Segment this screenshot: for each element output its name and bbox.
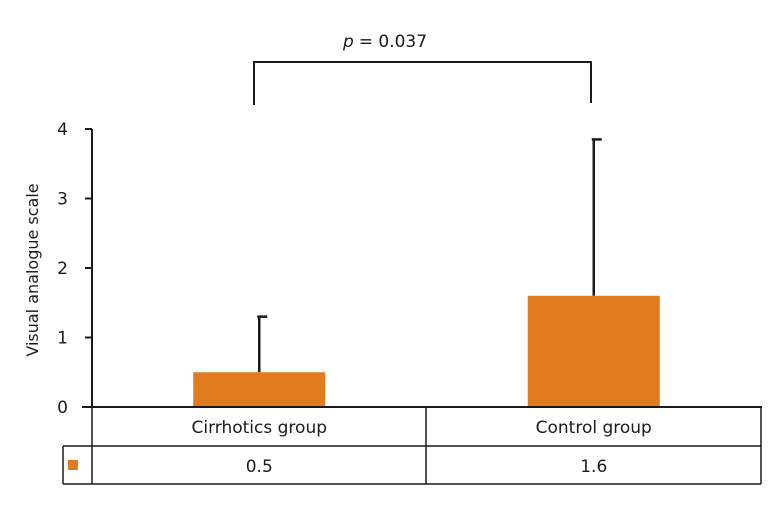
table-value: 1.6 (580, 457, 607, 477)
data-table (62, 407, 762, 485)
y-tick-label: 3 (57, 190, 68, 210)
y-tick-label: 0 (57, 398, 68, 418)
y-tick-label: 2 (57, 259, 68, 279)
table-value: 0.5 (246, 457, 273, 477)
bar (527, 295, 660, 407)
x-category-label: Control group (536, 418, 652, 438)
x-category-label: Cirrhotics group (191, 418, 327, 438)
p-value-label: p = 0.037 (342, 32, 427, 52)
y-tick-label: 4 (57, 120, 68, 140)
bars (193, 295, 660, 407)
legend-swatch (68, 460, 78, 470)
y-axis-label: Visual analogue scale (23, 183, 42, 356)
y-axis-ticks: 0 1 2 3 4 (57, 120, 92, 418)
significance-bracket (253, 61, 592, 105)
y-tick-label: 1 (57, 329, 68, 349)
table-text: Cirrhotics group 0.5 Control group 1.6 (191, 418, 651, 477)
bar (193, 372, 326, 407)
error-bars (257, 138, 602, 373)
